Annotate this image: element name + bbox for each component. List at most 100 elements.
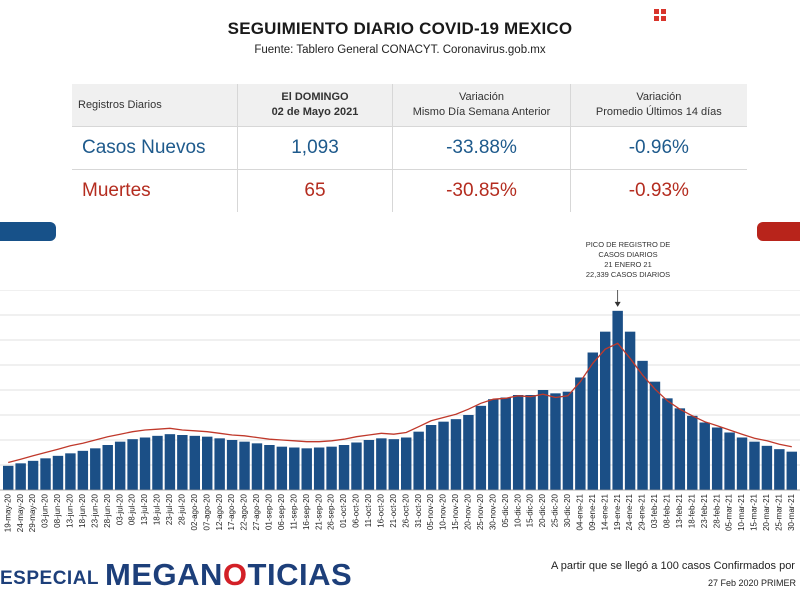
x-tick-label: 27-ago-20 — [252, 493, 261, 530]
peak-annotation-line3: 21 ENERO 21 — [604, 260, 652, 269]
peak-annotation-line4: 22,339 CASOS DIARIOS — [585, 270, 671, 279]
x-tick-label: 20-nov-20 — [464, 493, 473, 530]
casos-weekly-variation: -33.88% — [392, 126, 571, 170]
chart-bar — [525, 395, 536, 490]
chart-bar — [624, 331, 636, 490]
chart-bar — [438, 421, 449, 490]
x-tick-label: 03-jun-20 — [41, 493, 50, 527]
muertes-14day-variation: -0.93% — [628, 180, 689, 201]
chart-bar — [463, 415, 474, 490]
x-tick-label: 31-oct-20 — [414, 493, 423, 527]
x-tick-label: 24-may-20 — [16, 493, 25, 532]
muertes-value: 65 — [237, 169, 394, 212]
muertes-row: Muertes 65 -30.85% -0.93% — [72, 169, 747, 212]
chart-bar — [649, 381, 661, 490]
x-tick-label: 28-jul-20 — [177, 493, 186, 525]
chart-bar — [152, 435, 163, 490]
muertes-label: Muertes — [72, 169, 238, 212]
x-tick-label: 17-ago-20 — [227, 493, 236, 530]
header-variacion-promedio: Variación Promedio Últimos 14 días — [570, 84, 747, 127]
x-tick-label: 03-feb-21 — [650, 493, 659, 528]
x-tick-label: 05-mar-21 — [725, 493, 734, 530]
chart-bar — [313, 447, 325, 490]
chart-bar — [338, 445, 350, 490]
chart-bar — [15, 463, 26, 490]
chart-bar — [687, 415, 698, 490]
footer-note: A partir que se llegó a 100 casos Confir… — [551, 560, 795, 572]
chart-bar — [27, 460, 39, 490]
grid-icon[interactable] — [654, 9, 666, 21]
x-tick-label: 21-sep-20 — [314, 493, 323, 530]
brand-accent: O — [222, 557, 248, 592]
x-tick-label: 18-feb-21 — [687, 493, 696, 528]
cases-chart: 19-may-20 24-may-20 29-may-20 03-jun-20 08-j… — [0, 290, 800, 532]
chart-bar — [139, 437, 151, 490]
chart-bar — [587, 352, 598, 490]
x-tick-label: 13-feb-21 — [675, 493, 684, 528]
x-tick-label: 21-oct-20 — [389, 493, 398, 527]
x-tick-label: 23-jul-20 — [165, 493, 174, 525]
chart-bar — [40, 458, 51, 490]
chart-bar — [774, 449, 785, 490]
footer-date: 27 Feb 2020 PRIMER — [708, 578, 797, 588]
x-tick-label: 10-nov-20 — [439, 493, 448, 530]
x-tick-label: 07-ago-20 — [202, 493, 211, 530]
chart-bar — [612, 310, 623, 490]
brand-part1: MEGAN — [105, 557, 223, 592]
x-tick-label: 26-sep-20 — [327, 493, 336, 530]
chart-bar — [537, 390, 549, 490]
x-tick-label: 03-jul-20 — [115, 493, 124, 525]
x-tick-label: 20-mar-21 — [762, 493, 771, 530]
x-tick-label: 04-ene-21 — [575, 493, 584, 530]
x-tick-label: 18-jun-20 — [78, 493, 87, 527]
x-tick-label: 30-dic-20 — [563, 493, 572, 527]
chart-bar — [388, 439, 399, 490]
red-tab[interactable] — [757, 222, 800, 241]
chart-bar — [749, 441, 760, 490]
x-tick-label: 08-feb-21 — [663, 493, 672, 528]
chart-bar — [401, 437, 412, 490]
x-tick-label: 13-jul-20 — [140, 493, 149, 525]
chart-bar — [736, 437, 748, 490]
chart-bar — [289, 447, 300, 490]
chart-bar — [127, 439, 138, 490]
chart-bar — [425, 425, 437, 490]
source-subtitle: Fuente: Tablero General CONACYT. Coronav… — [254, 44, 546, 56]
chart-bar — [276, 446, 288, 490]
x-tick-label: 09-ene-21 — [588, 493, 597, 530]
x-tick-label: 25-dic-20 — [551, 493, 560, 527]
x-tick-label: 11-sep-20 — [289, 493, 298, 529]
x-tick-label: 22-ago-20 — [240, 493, 249, 530]
chart-bar — [214, 438, 225, 490]
muertes-weekly-variation: -30.85% — [392, 169, 571, 212]
x-tick-label: 28-feb-21 — [712, 493, 721, 528]
x-tick-label: 25-mar-21 — [774, 493, 783, 530]
chart-bar — [662, 398, 673, 490]
chart-bar — [450, 419, 462, 490]
brand-part2: TICIAS — [247, 557, 353, 592]
blue-tab[interactable] — [0, 222, 56, 241]
chart-bar — [761, 445, 773, 490]
chart-bar — [114, 441, 126, 490]
x-tick-label: 24-ene-21 — [625, 493, 634, 530]
chart-bar — [65, 453, 76, 490]
stats-header-row: Registros Diarios El DOMINGO 02 de Mayo … — [72, 84, 747, 127]
x-tick-label: 16-oct-20 — [376, 493, 385, 527]
stats-table: Registros Diarios El DOMINGO 02 de Mayo … — [72, 84, 747, 212]
header-fecha: El DOMINGO 02 de Mayo 2021 — [237, 84, 394, 127]
x-tick-label: 15-mar-21 — [750, 493, 759, 530]
chart-bar — [562, 391, 574, 490]
x-tick-label: 10-dic-20 — [513, 493, 522, 527]
chart-bar — [177, 435, 188, 490]
chart-bar — [637, 360, 648, 490]
peak-annotation-line2: CASOS DIARIOS — [598, 250, 658, 259]
x-tick-label: 15-nov-20 — [451, 493, 460, 530]
x-tick-label: 30-mar-21 — [787, 493, 796, 530]
x-tick-label: 11-oct-20 — [364, 493, 373, 527]
x-tick-label: 08-jun-20 — [53, 493, 62, 527]
chart-bar — [90, 448, 101, 490]
x-tick-label: 29-ene-21 — [638, 493, 647, 530]
x-tick-label: 06-oct-20 — [352, 493, 361, 527]
header-variacion-semana-line2: Mismo Día Semana Anterior — [412, 106, 551, 118]
x-tick-label: 01-sep-20 — [265, 493, 274, 530]
